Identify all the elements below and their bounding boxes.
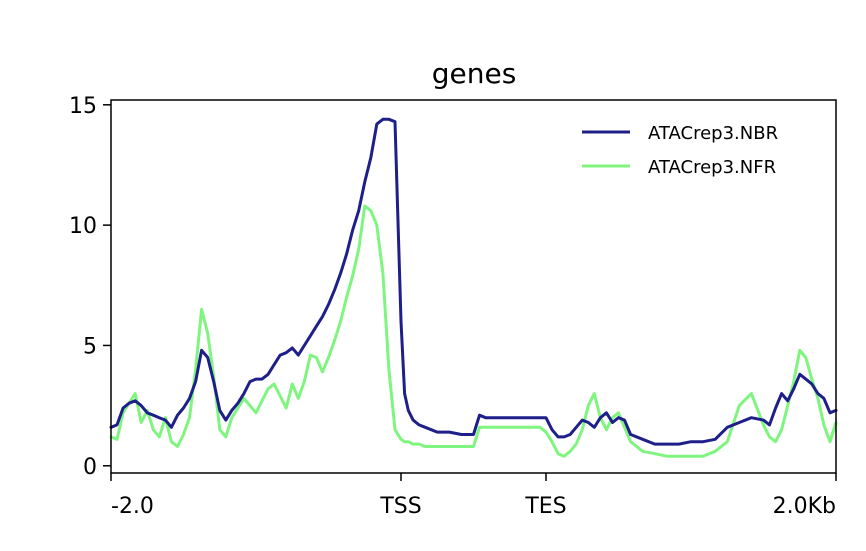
x-tick-label: -2.0: [111, 494, 154, 519]
x-tick-label: TES: [524, 494, 566, 519]
legend-label: ATACrep3.NBR: [648, 123, 778, 144]
plot-frame: [110, 99, 837, 474]
legend-label: ATACrep3.NFR: [648, 157, 776, 178]
y-axis: 0 5 10 15: [69, 94, 111, 480]
plot-lines: [109, 117, 838, 458]
chart-title: genes: [432, 57, 517, 90]
legend: ATACrep3.NBR ATACrep3.NFR: [582, 123, 778, 178]
y-tick-label: 5: [83, 334, 97, 359]
y-tick-label: 0: [83, 455, 97, 480]
x-tick-label: TSS: [379, 494, 421, 519]
y-tick-label: 15: [69, 94, 97, 119]
y-tick-label: 10: [69, 214, 97, 239]
series-line-1: [109, 117, 838, 446]
x-axis: -2.0 TSS TES 2.0Kb: [110, 473, 837, 519]
x-tick-label: 2.0Kb: [773, 494, 836, 519]
